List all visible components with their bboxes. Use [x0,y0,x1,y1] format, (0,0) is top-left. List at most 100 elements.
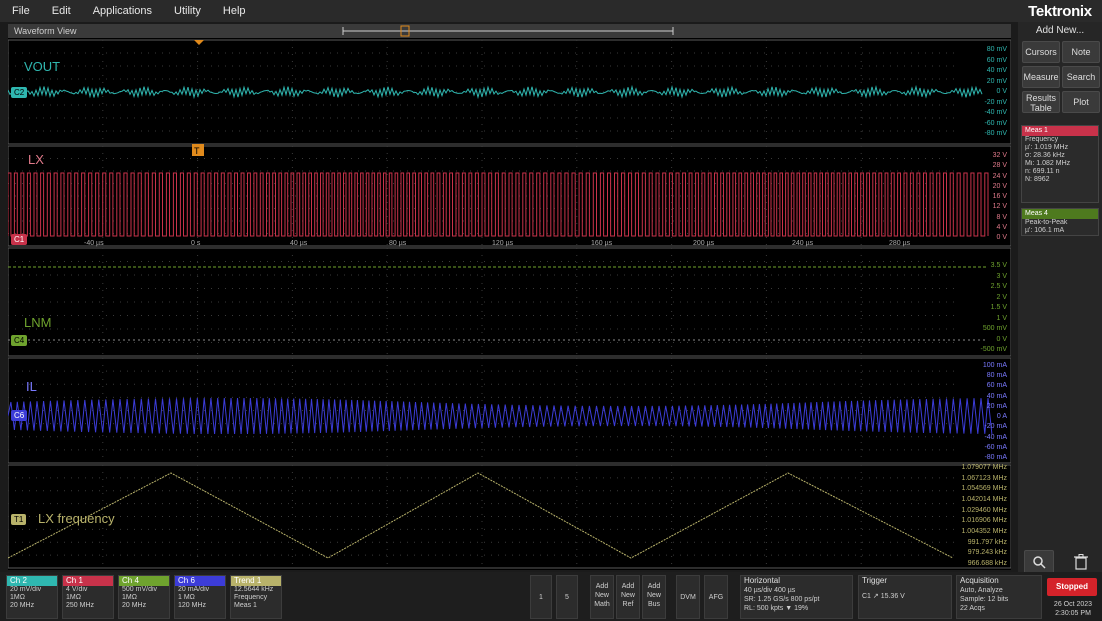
delete-button[interactable] [1066,550,1096,574]
freq-scale-label: 1.079077 MHz [961,464,1007,471]
results-table-button[interactable]: Results Table [1022,91,1060,113]
il-label: IL [26,379,37,394]
vout-channel-badge[interactable]: C2 [11,87,28,98]
lnm-label: LNM [24,315,52,330]
afg-button[interactable]: AFG [704,575,728,619]
freq-scale-label: 1.016906 MHz [961,517,1007,525]
channel-tile-ch-2[interactable]: Ch 2 20 mV/div 1MΩ 20 MHz [6,575,58,619]
freq-scale-label: 966.688 kHz [967,560,1007,567]
il-scale-label: -80 mA [984,454,1007,461]
note-button[interactable]: Note [1062,41,1100,63]
time-axis-label: 200 µs [693,240,715,247]
plot-button[interactable]: Plot [1062,91,1100,113]
pane-border [8,247,1011,357]
meas1-badge[interactable]: Meas 1 Frequency µ': 1.019 MHz σ: 28.36 kH… [1021,125,1099,203]
lx-scale-label: 8 V [996,213,1007,221]
cursors-button[interactable]: Cursors [1022,41,1060,63]
time-axis-label: 80 µs [389,240,407,247]
channel-tile-header: Ch 1 [63,576,113,586]
run-stop-status[interactable]: Stopped [1047,578,1097,596]
channel-tile-ch-6[interactable]: Ch 6 20 mA/div 1 MΩ 120 MHz [174,575,226,619]
vout-scale-label: 0 V [996,88,1007,95]
horizontal-line: SR: 1.25 GS/s 800 ps/pt [744,596,820,603]
time-axis-label: 240 µs [792,240,814,247]
channel-tile-setting: 1MΩ [66,594,81,601]
menu-help[interactable]: Help [222,5,246,17]
il-scale-label: 0 A [996,413,1007,421]
meas1-value: n: 699.11 n [1025,168,1060,175]
lx-scale-label: 20 V [992,182,1007,190]
lnm-scale-label: 2 V [996,293,1007,301]
lx-channel-badge[interactable]: C1 [11,234,28,245]
freq-trend-badge[interactable]: T1 [11,514,27,525]
time-text: 2:30:05 PM [1055,610,1091,617]
brand-logo: Tektronix [1028,2,1092,20]
lnm-scale-label: 1.5 V [990,304,1007,311]
channel-tile-header: Trend 1 [231,576,281,586]
channel-tile-setting: 1MΩ [10,594,25,601]
acquisition-header: Acquisition [960,576,999,585]
meas1-value: σ: 28.36 kHz [1025,152,1065,159]
meas1-header: Meas 1 [1022,126,1098,136]
pane-border [8,145,1011,247]
vout-scale-label: -80 mV [984,130,1007,137]
waveform-view-titlebar[interactable]: Waveform View [8,24,1011,38]
channel-tile-setting: 250 MHz [66,602,95,609]
stop-button[interactable]: 1 [530,575,552,619]
channel-tile-header: Ch 2 [7,576,57,586]
lnm-scale-label: 0 V [996,335,1007,343]
channel-tile-trend-1[interactable]: Trend 1 12.5644 kHz Frequency Meas 1 [230,575,282,619]
single-button[interactable]: 5 [556,575,578,619]
lnm-channel-badge[interactable]: C4 [11,335,28,346]
date-text: 26 Oct 2023 [1053,601,1093,608]
record-view-overview[interactable] [8,24,1011,38]
freq-scale-label: 991.797 kHz [967,538,1007,546]
meas4-value: Peak-to-Peak [1025,219,1068,226]
measure-button[interactable]: Measure [1022,66,1060,88]
il-scale-label: -40 mA [984,433,1007,441]
dvm-button[interactable]: DVM [676,575,700,619]
trigger-marker-flag [192,144,204,156]
channel-tile-setting: 4 V/div [66,586,88,593]
lnm-scale-label: 1 V [996,314,1007,322]
il-scale-label: 100 mA [982,362,1007,369]
add-math-button[interactable]: Add New Math [590,575,614,619]
il-scale-label: -60 mA [984,443,1007,451]
vout-scale-label: -60 mV [984,119,1007,127]
channel-tile-setting: 20 MHz [10,602,35,609]
vout-scale-label: 40 mV [986,67,1007,74]
pane-border [8,464,1011,569]
acquisition-line: 22 Acqs [960,605,985,612]
il-channel-badge[interactable]: C6 [11,410,28,421]
date-time: 26 Oct 2023 2:30:05 PM [1047,600,1099,618]
freq-label: LX frequency [38,511,115,526]
il-scale-label: -20 mA [984,423,1007,431]
horizontal-badge[interactable]: Horizontal 40 µs/div 400 µs SR: 1.25 GS/… [740,575,853,619]
il-scale-label: 60 mA [986,382,1007,390]
add-bus-button[interactable]: Add New Bus [642,575,666,619]
add-ref-button[interactable]: Add New Ref [616,575,640,619]
menu-applications[interactable]: Applications [92,5,153,17]
menu-utility[interactable]: Utility [174,5,201,17]
acquisition-badge[interactable]: Acquisition Auto, Analyze Sample: 12 bit… [956,575,1042,619]
channel-tile-setting: 20 mV/div [10,586,42,593]
time-axis-label: 160 µs [591,240,613,247]
meas4-badge[interactable]: Meas 4 Peak-to-Peak µ': 106.1 mA [1021,208,1099,236]
meas1-value: Mi: 1.082 MHz [1025,160,1071,167]
waveform-display[interactable]: T VOUT C2 LX C1 LNM C4 IL C6 T1 LX frequ… [8,38,1011,570]
search-button[interactable]: Search [1062,66,1100,88]
menu-file[interactable]: File [12,5,30,17]
trigger-header: Trigger [862,576,888,585]
menu-edit[interactable]: Edit [51,5,71,17]
brand-logo-area: Tektronix [1018,0,1102,22]
frequency-trend-trace [8,472,954,559]
add-new-header: Add New... [1035,25,1085,36]
lx-trace [8,172,989,237]
vout-scale-label: 20 mV [986,77,1007,85]
channel-tile-ch-4[interactable]: Ch 4 500 mV/div 1MΩ 20 MHz [118,575,170,619]
lx-scale-label: 32 V [992,152,1007,159]
lnm-scale-label: 2.5 V [990,283,1007,290]
trigger-badge[interactable]: Trigger C1 ↗ 15.36 V [858,575,952,619]
zoom-button[interactable] [1024,550,1054,574]
